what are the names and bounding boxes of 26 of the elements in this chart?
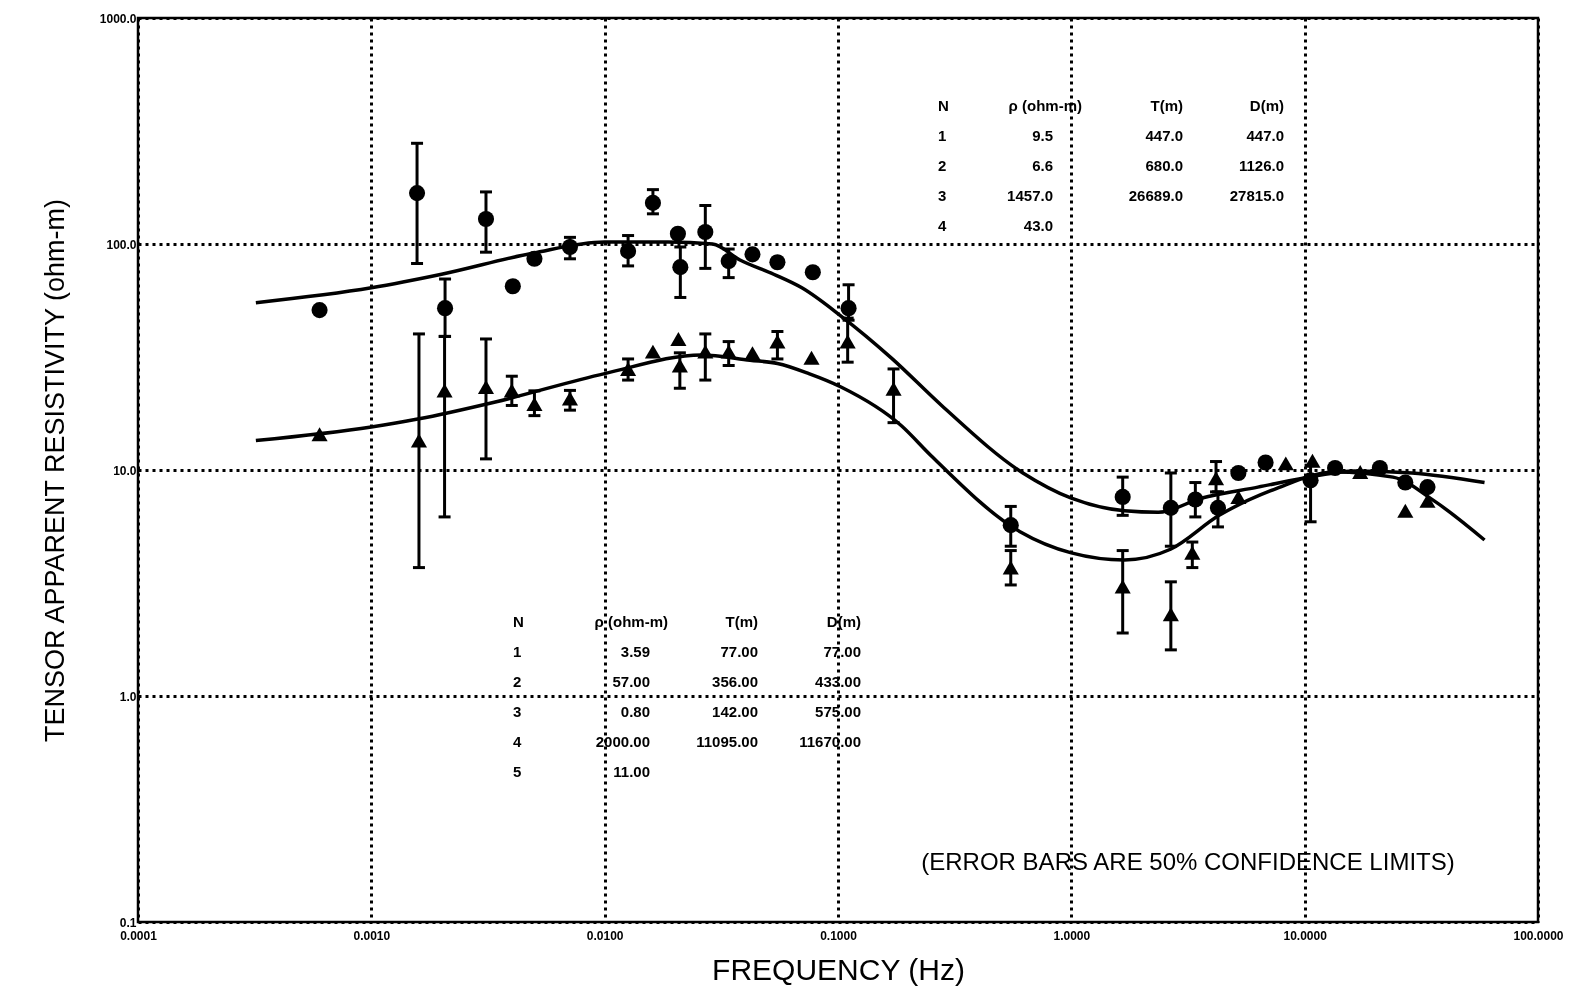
text: 4 2000.00 11095.00 11670.00 bbox=[513, 733, 861, 750]
text: N ρ (ohm-m) T(m) D(m) bbox=[513, 613, 861, 630]
text: 4 43.0 bbox=[938, 217, 1053, 234]
x-tick-label: 0.0001 bbox=[120, 928, 158, 943]
text: 3 1457.0 26689.0 27815.0 bbox=[938, 187, 1284, 204]
x-tick-label: 10.0000 bbox=[1283, 928, 1328, 943]
text: 5 11.00 bbox=[513, 763, 650, 780]
x-tick-label: 1.0000 bbox=[1053, 928, 1091, 943]
text: 1 3.59 77.00 77.00 bbox=[513, 643, 861, 660]
y-tick-label: 1.0 bbox=[119, 689, 137, 704]
text: 1 9.5 447.0 447.0 bbox=[938, 127, 1284, 144]
x-tick-label: 0.0010 bbox=[353, 928, 391, 943]
text: 3 0.80 142.00 575.00 bbox=[513, 703, 861, 720]
y-tick-label: 10.0 bbox=[113, 463, 137, 478]
text: N ρ (ohm-m) T(m) D(m) bbox=[938, 97, 1284, 114]
x-tick-label: 0.0100 bbox=[586, 928, 624, 943]
y-tick-label: 0.1 bbox=[119, 915, 137, 930]
text: 2 6.6 680.0 1126.0 bbox=[938, 157, 1284, 174]
x-axis-title: FREQUENCY (Hz) bbox=[712, 952, 965, 986]
text: 2 57.00 356.00 433.00 bbox=[513, 673, 861, 690]
annotation: (ERROR BARS ARE 50% CONFIDENCE LIMITS) bbox=[921, 848, 1455, 875]
y-axis-title: TENSOR APPARENT RESISTIVITY (ohm-m) bbox=[39, 198, 70, 743]
x-tick-label: 100.0000 bbox=[1513, 928, 1564, 943]
x-tick-label: 0.1000 bbox=[820, 928, 858, 943]
y-tick-label: 100.0 bbox=[106, 237, 137, 252]
y-tick-label: 1000.0 bbox=[99, 11, 137, 26]
